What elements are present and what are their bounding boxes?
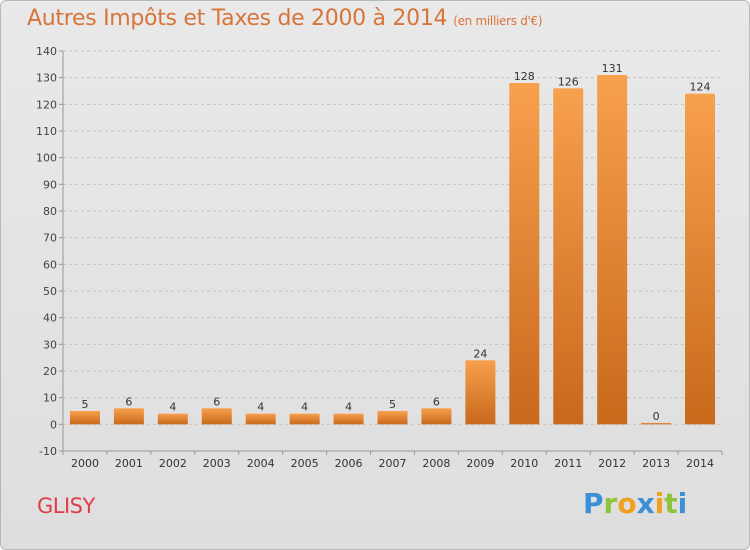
bar [69,411,100,425]
x-tick-label: 2014 [686,457,714,470]
y-tick-label: 60 [43,258,57,271]
proxiti-logo: Proxiti [583,487,687,520]
data-label: 6 [213,395,220,408]
x-tick-label: 2008 [422,457,450,470]
bar [597,75,628,425]
x-tick-label: 2011 [554,457,582,470]
y-tick-label: 120 [36,98,57,111]
data-label: 4 [169,401,176,414]
data-label: 6 [125,395,132,408]
bar [685,93,716,425]
x-tick-label: 2013 [642,457,670,470]
data-label: 4 [257,401,264,414]
logo-letter: t [664,487,678,520]
bar [509,83,540,425]
grid-lines [59,50,722,452]
y-tick-label: 10 [43,392,57,405]
x-tick-label: 2000 [71,457,99,470]
data-label: 128 [514,70,535,83]
x-tick-label: 2010 [510,457,538,470]
chart-title: Autres Impôts et Taxes de 2000 à 2014 (en… [27,6,543,31]
y-tick-label: 20 [43,365,57,378]
logo-letter: P [583,487,604,520]
y-tick-label: 110 [36,125,57,138]
x-tick-label: 2005 [291,457,319,470]
x-tick-label: 2003 [203,457,231,470]
bar [113,408,144,425]
bar [421,408,452,425]
bar [377,411,408,425]
bar [465,360,496,425]
logo-letter: r [603,487,618,520]
data-label: 4 [301,401,308,414]
logo-letter: i [677,487,688,520]
x-tick-label: 2007 [379,457,407,470]
bar [201,408,232,425]
x-tick-label: 2009 [466,457,494,470]
axes [62,51,722,452]
y-tick-label: 70 [43,232,57,245]
y-tick-label: 100 [36,152,57,165]
bar [289,413,320,425]
x-tick-label: 2004 [247,457,275,470]
bar [333,413,364,425]
data-label: 5 [81,398,88,411]
commune-name: GLISY [37,494,95,518]
bar [641,422,672,425]
data-label: 0 [653,410,660,423]
logo-letter: i [654,487,665,520]
bar [553,88,584,425]
data-label: 5 [389,398,396,411]
y-tick-label: -10 [39,445,57,458]
y-tick-label: 140 [36,45,57,58]
data-label: 124 [690,81,711,94]
data-label: 126 [558,75,579,88]
logo-letter: o [617,487,637,520]
data-label: 4 [345,401,352,414]
data-label: 24 [473,347,487,360]
data-label: 6 [433,395,440,408]
logo-letter: x [636,487,655,520]
bar [245,413,276,425]
x-tick-label: 2002 [159,457,187,470]
y-tick-label: 90 [43,178,57,191]
value-labels: 5 6 4 6 4 4 4 5 6 24 128 126 131 0 124 [81,62,710,423]
bars [69,75,716,425]
x-tick-labels: 2000 2001 2002 2003 2004 2005 2006 2007 2008 2009… [62,451,723,470]
x-tick-label: 2001 [115,457,143,470]
bar [157,413,188,425]
data-label: 131 [602,62,623,75]
y-tick-label: 0 [50,418,57,431]
y-tick-label: 30 [43,338,57,351]
x-tick-label: 2012 [598,457,626,470]
y-tick-label: 40 [43,312,57,325]
y-tick-label: 80 [43,205,57,218]
title-text: Autres Impôts et Taxes de 2000 à 2014 [27,6,448,31]
y-tick-labels: -10 0 10 20 30 40 50 60 70 80 90 100 110 120 130 140 [36,45,57,458]
x-tick-label: 2006 [335,457,363,470]
y-tick-label: 50 [43,285,57,298]
chart-subtitle: (en milliers d'€) [453,14,543,28]
y-tick-label: 130 [36,72,57,85]
